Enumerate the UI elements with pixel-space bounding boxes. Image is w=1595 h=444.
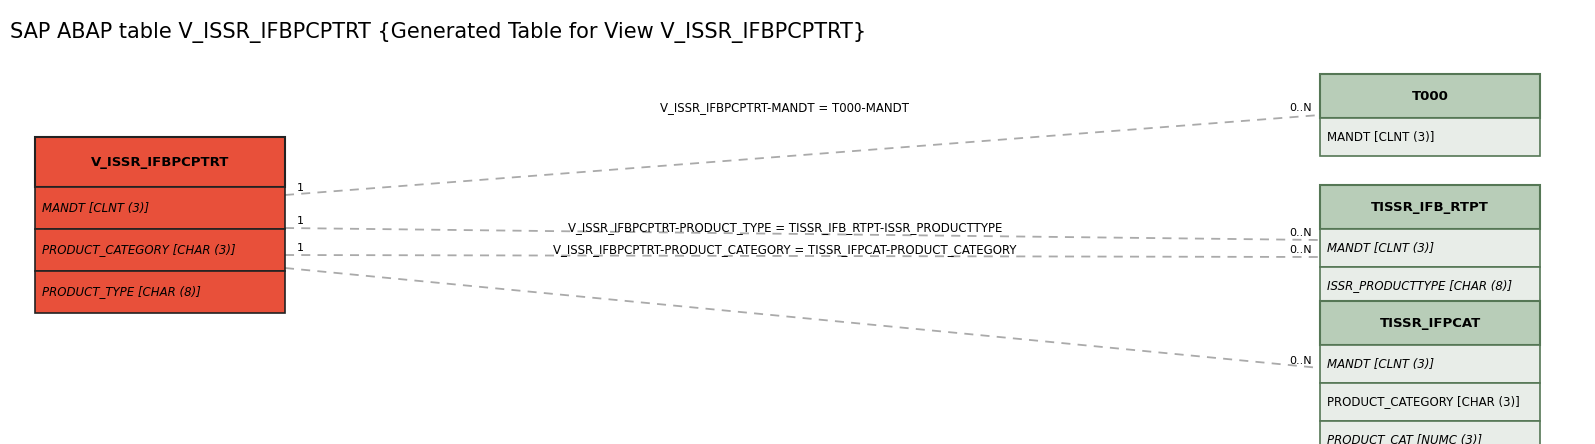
- Bar: [1321, 118, 1541, 156]
- Text: PRODUCT_CAT [NUMC (3)]: PRODUCT_CAT [NUMC (3)]: [1327, 433, 1482, 444]
- Text: TISSR_IFB_RTPT: TISSR_IFB_RTPT: [1372, 201, 1490, 214]
- Bar: [1321, 301, 1541, 345]
- Bar: [1321, 267, 1541, 305]
- Text: PRODUCT_CATEGORY [CHAR (3)]: PRODUCT_CATEGORY [CHAR (3)]: [1327, 396, 1520, 408]
- Text: TISSR_IFPCAT: TISSR_IFPCAT: [1380, 317, 1480, 329]
- Text: 1: 1: [297, 243, 305, 253]
- Text: V_ISSR_IFBPCPTRT-PRODUCT_TYPE = TISSR_IFB_RTPT-ISSR_PRODUCTTYPE: V_ISSR_IFBPCPTRT-PRODUCT_TYPE = TISSR_IF…: [568, 222, 1002, 234]
- Text: ISSR_PRODUCTTYPE [CHAR (8)]: ISSR_PRODUCTTYPE [CHAR (8)]: [1327, 280, 1512, 293]
- Bar: [1321, 421, 1541, 444]
- Bar: [1321, 74, 1541, 118]
- Bar: [35, 187, 286, 229]
- Bar: [1321, 345, 1541, 383]
- Text: T000: T000: [1412, 90, 1448, 103]
- Text: PRODUCT_TYPE [CHAR (8)]: PRODUCT_TYPE [CHAR (8)]: [41, 285, 201, 298]
- Text: V_ISSR_IFBPCPTRT-PRODUCT_CATEGORY = TISSR_IFPCAT-PRODUCT_CATEGORY: V_ISSR_IFBPCPTRT-PRODUCT_CATEGORY = TISS…: [553, 243, 1016, 257]
- Text: MANDT [CLNT (3)]: MANDT [CLNT (3)]: [1327, 357, 1434, 370]
- Text: MANDT [CLNT (3)]: MANDT [CLNT (3)]: [1327, 131, 1434, 143]
- Text: 0..N: 0..N: [1289, 103, 1313, 113]
- Text: 0..N: 0..N: [1289, 356, 1313, 366]
- Text: 1: 1: [297, 183, 305, 193]
- Bar: [1321, 185, 1541, 229]
- Text: SAP ABAP table V_ISSR_IFBPCPTRT {Generated Table for View V_ISSR_IFBPCPTRT}: SAP ABAP table V_ISSR_IFBPCPTRT {Generat…: [10, 22, 866, 43]
- Bar: [35, 229, 286, 271]
- Text: 0..N: 0..N: [1289, 245, 1313, 255]
- Text: 0..N: 0..N: [1289, 228, 1313, 238]
- Text: 1: 1: [297, 216, 305, 226]
- Text: MANDT [CLNT (3)]: MANDT [CLNT (3)]: [1327, 242, 1434, 254]
- Bar: [1321, 383, 1541, 421]
- Bar: [35, 271, 286, 313]
- Text: V_ISSR_IFBPCPTRT-MANDT = T000-MANDT: V_ISSR_IFBPCPTRT-MANDT = T000-MANDT: [660, 102, 909, 115]
- Bar: [1321, 229, 1541, 267]
- Text: V_ISSR_IFBPCPTRT: V_ISSR_IFBPCPTRT: [91, 155, 230, 169]
- Text: MANDT [CLNT (3)]: MANDT [CLNT (3)]: [41, 202, 148, 214]
- Bar: [35, 137, 286, 187]
- Text: PRODUCT_CATEGORY [CHAR (3)]: PRODUCT_CATEGORY [CHAR (3)]: [41, 243, 236, 257]
